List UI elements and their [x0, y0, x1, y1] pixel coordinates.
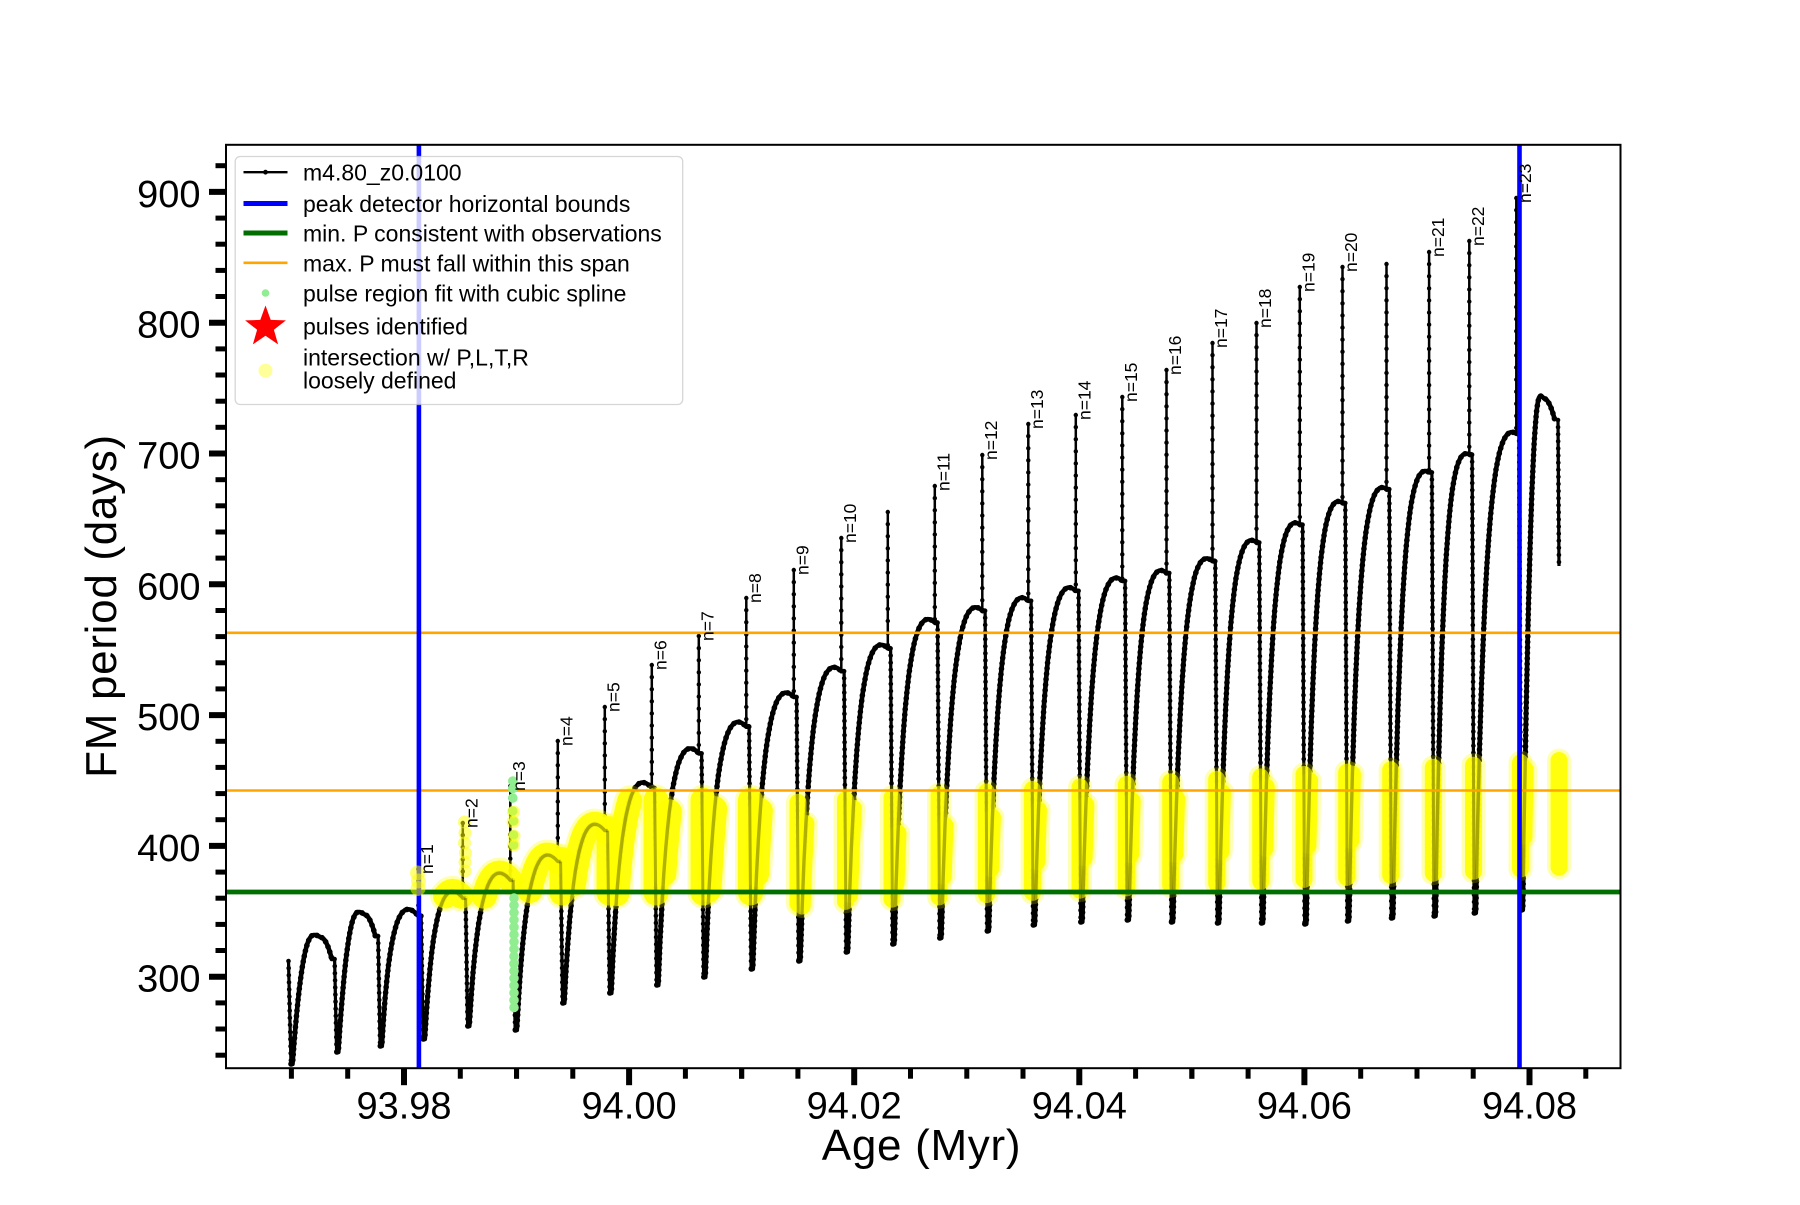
- svg-text:n=8: n=8: [745, 573, 765, 603]
- svg-text:600: 600: [137, 566, 200, 608]
- svg-text:800: 800: [137, 305, 200, 347]
- svg-text:m4.80_z0.0100: m4.80_z0.0100: [303, 160, 462, 186]
- svg-text:94.08: 94.08: [1482, 1086, 1577, 1128]
- svg-text:n=23: n=23: [1515, 164, 1535, 203]
- svg-text:n=4: n=4: [557, 716, 577, 746]
- svg-text:n=22: n=22: [1468, 207, 1488, 246]
- svg-text:n=13: n=13: [1027, 390, 1047, 429]
- svg-text:min. P consistent with observa: min. P consistent with observations: [303, 221, 662, 247]
- svg-text:n=9: n=9: [793, 545, 813, 575]
- svg-text:300: 300: [137, 959, 200, 1001]
- svg-text:n=16: n=16: [1165, 336, 1185, 375]
- svg-text:900: 900: [137, 174, 200, 216]
- svg-text:n=18: n=18: [1255, 289, 1275, 328]
- svg-text:pulse region fit with cubic sp: pulse region fit with cubic spline: [303, 281, 626, 307]
- svg-text:400: 400: [137, 828, 200, 870]
- svg-text:n=10: n=10: [840, 503, 860, 543]
- svg-text:n=14: n=14: [1075, 380, 1095, 420]
- svg-text:max. P must fall within this s: max. P must fall within this span: [303, 250, 630, 276]
- svg-text:n=2: n=2: [462, 798, 482, 828]
- svg-text:94.00: 94.00: [582, 1086, 677, 1128]
- svg-text:peak detector horizontal bound: peak detector horizontal bounds: [303, 191, 630, 217]
- svg-text:n=3: n=3: [509, 761, 529, 791]
- svg-text:94.02: 94.02: [807, 1086, 902, 1128]
- svg-text:pulses identified: pulses identified: [303, 314, 468, 340]
- svg-text:94.04: 94.04: [1032, 1086, 1127, 1128]
- svg-text:n=5: n=5: [604, 682, 624, 712]
- svg-text:n=15: n=15: [1121, 363, 1141, 402]
- svg-text:loosely defined: loosely defined: [303, 367, 456, 393]
- svg-text:n=20: n=20: [1341, 232, 1361, 272]
- svg-text:n=17: n=17: [1211, 309, 1231, 348]
- svg-text:Age (Myr): Age (Myr): [822, 1121, 1021, 1170]
- svg-text:n=7: n=7: [698, 611, 718, 641]
- svg-text:n=1: n=1: [417, 844, 437, 874]
- svg-text:n=11: n=11: [934, 453, 954, 491]
- svg-text:intersection w/ P,L,T,R: intersection w/ P,L,T,R: [303, 345, 529, 371]
- svg-text:500: 500: [137, 697, 200, 739]
- svg-text:n=21: n=21: [1428, 218, 1448, 257]
- svg-text:FM period (days): FM period (days): [77, 434, 126, 778]
- svg-text:700: 700: [137, 436, 200, 478]
- svg-text:n=19: n=19: [1299, 253, 1319, 292]
- svg-text:n=12: n=12: [981, 421, 1001, 460]
- svg-text:94.06: 94.06: [1257, 1086, 1352, 1128]
- svg-text:93.98: 93.98: [356, 1086, 451, 1128]
- svg-text:n=6: n=6: [651, 640, 671, 670]
